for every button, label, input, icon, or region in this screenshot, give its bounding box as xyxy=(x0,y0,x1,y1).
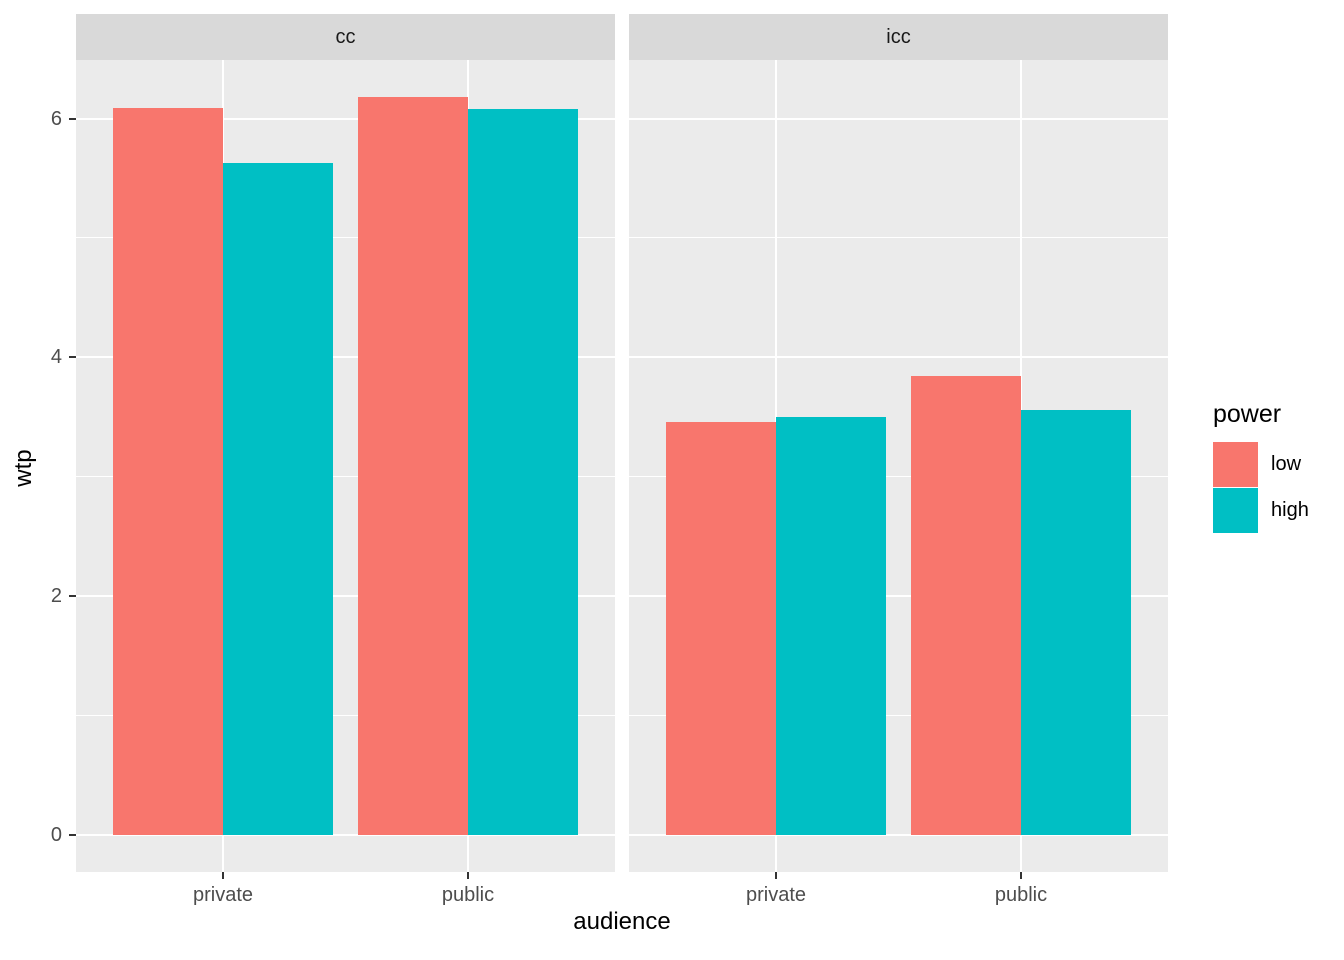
y-tick-label: 6 xyxy=(50,107,62,130)
gridline-major-y xyxy=(76,117,615,120)
plot-panel-icc xyxy=(629,60,1168,872)
y-tick xyxy=(69,595,76,598)
legend-label: low xyxy=(1271,453,1302,475)
bar-icc-private-high xyxy=(776,417,887,835)
gridline-major-y xyxy=(76,595,615,598)
bar-cc-public-high xyxy=(468,108,579,835)
y-tick-label: 2 xyxy=(50,585,62,608)
facet-strip-cc: cc xyxy=(76,14,615,60)
x-axis-title: audience xyxy=(573,908,671,935)
legend-entry-high: high xyxy=(1213,488,1343,533)
legend-key-swatch xyxy=(1213,442,1258,487)
gridline-minor-y xyxy=(629,476,1168,478)
gridline-major-y xyxy=(76,356,615,359)
bar-icc-public-high xyxy=(1021,409,1132,835)
legend-title: power xyxy=(1213,400,1282,428)
bar-icc-public-low xyxy=(910,376,1021,835)
x-tick xyxy=(775,872,777,879)
gridline-minor-y xyxy=(629,715,1168,717)
facet-strip-icc: icc xyxy=(629,14,1168,60)
gridline-major-y xyxy=(629,117,1168,120)
facet-strip-label: icc xyxy=(886,25,911,48)
x-tick xyxy=(467,872,469,879)
y-axis-title: wtp xyxy=(10,449,37,487)
facet-strip-label: cc xyxy=(335,25,356,48)
plot-panel-cc xyxy=(76,60,615,872)
x-tick-label: private xyxy=(192,884,254,906)
gridline-major-y xyxy=(629,833,1168,836)
gridline-minor-y xyxy=(629,237,1168,239)
y-tick xyxy=(69,356,76,359)
x-tick xyxy=(1020,872,1022,879)
y-tick-label: 0 xyxy=(50,823,62,846)
bar-cc-private-low xyxy=(112,107,223,835)
gridline-minor-y xyxy=(76,715,615,717)
bar-cc-public-low xyxy=(357,97,468,835)
y-tick-label: 4 xyxy=(50,346,62,369)
gridline-major-y xyxy=(629,595,1168,598)
legend-entries: low high xyxy=(1213,442,1343,533)
y-tick xyxy=(69,833,76,836)
legend-entry-low: low xyxy=(1213,442,1343,487)
x-tick-label: public xyxy=(994,884,1048,906)
bar-icc-private-low xyxy=(665,421,776,835)
legend: power low high xyxy=(1213,400,1343,534)
x-tick-label: public xyxy=(441,884,495,906)
bar-cc-private-high xyxy=(223,162,334,835)
gridline-minor-y xyxy=(76,237,615,239)
x-tick xyxy=(222,872,224,879)
gridline-minor-y xyxy=(76,476,615,478)
gridline-major-y xyxy=(629,356,1168,359)
legend-key-swatch xyxy=(1213,488,1258,533)
y-tick xyxy=(69,117,76,120)
x-tick-label: private xyxy=(745,884,807,906)
legend-label: high xyxy=(1271,499,1309,521)
gridline-major-y xyxy=(76,833,615,836)
